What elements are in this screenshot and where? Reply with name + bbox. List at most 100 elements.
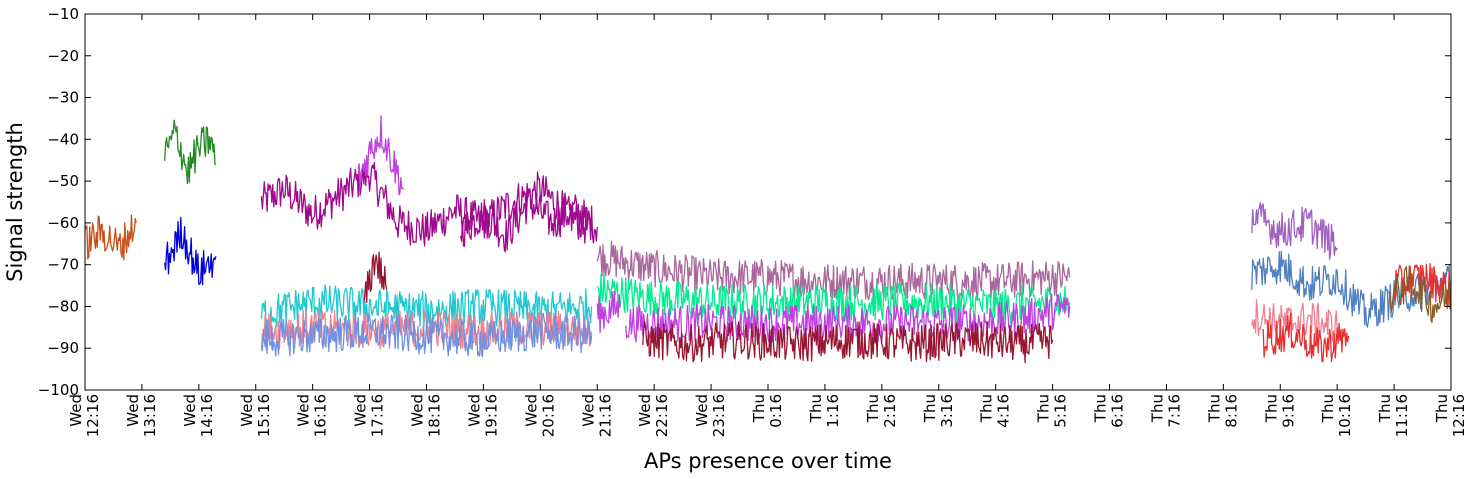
x-tick-time: 12:16: [84, 394, 102, 437]
series-line-12-0: [1251, 202, 1338, 260]
x-tick-time: 12:16: [1450, 394, 1468, 437]
x-tick-time: 8:16: [1222, 394, 1240, 428]
x-tick-day: Wed: [579, 394, 597, 427]
x-tick-label: Thu 2:16: [864, 394, 899, 428]
series-line-10-0: [85, 214, 137, 261]
x-tick-day: Thu: [1148, 394, 1166, 423]
series-line-6-1: [1251, 299, 1338, 345]
x-tick-day: Wed: [522, 394, 540, 427]
x-tick-time: 23:16: [710, 394, 728, 437]
y-tick-label: −80: [47, 297, 79, 315]
x-tick-label: Wed 16:16: [295, 394, 330, 437]
series-line-13-0: [1262, 312, 1350, 363]
x-tick-time: 5:16: [1052, 394, 1070, 428]
series-line-9-0: [164, 216, 217, 286]
x-tick-time: 20:16: [539, 394, 557, 437]
x-tick-day: Wed: [636, 394, 654, 427]
x-tick-label: Thu 9:16: [1262, 394, 1297, 428]
x-tick-day: Thu: [978, 394, 996, 423]
y-tick-label: −100: [38, 381, 79, 399]
series-line-8-0: [164, 119, 216, 185]
y-tick-label: −40: [47, 130, 79, 148]
x-tick-day: Wed: [181, 394, 199, 427]
x-tick-time: 9:16: [1279, 394, 1297, 428]
x-tick-time: 1:16: [824, 394, 842, 428]
x-tick-day: Thu: [1262, 394, 1280, 423]
x-tick-label: Wed 12:16: [67, 394, 102, 437]
series-line-7-0: [260, 312, 593, 358]
x-tick-label: Wed 22:16: [636, 394, 671, 437]
x-tick-day: Thu: [864, 394, 882, 423]
x-tick-label: Thu 6:16: [1092, 394, 1127, 428]
x-tick-label: Thu 5:16: [1035, 394, 1070, 428]
x-axis: Wed 12:16 Wed 13:16 Wed 14:16 Wed 15:16 Wed 16:16…: [67, 14, 1468, 437]
x-tick-label: Wed 13:16: [124, 394, 159, 437]
y-tick-label: −50: [47, 172, 79, 190]
x-tick-time: 10:16: [1336, 394, 1354, 437]
x-tick-label: Thu 12:16: [1433, 394, 1468, 437]
x-tick-time: 11:16: [1393, 394, 1411, 437]
x-tick-label: Thu 0:16: [750, 394, 785, 428]
series-line-0-0: [260, 161, 593, 247]
y-axis: −100 −90 −80 −70 −60 −50 −40 −30 −20 −10: [38, 5, 1451, 399]
y-tick-label: −70: [47, 256, 79, 274]
x-tick-label: Thu 8:16: [1205, 394, 1240, 428]
x-tick-time: 22:16: [653, 394, 671, 437]
x-tick-day: Thu: [1035, 394, 1053, 423]
x-tick-day: Wed: [238, 394, 256, 427]
x-tick-day: Wed: [124, 394, 142, 427]
x-tick-day: Thu: [1319, 394, 1337, 423]
x-tick-day: Wed: [67, 394, 85, 427]
x-tick-time: 15:16: [255, 394, 273, 437]
x-tick-label: Thu 4:16: [978, 394, 1013, 428]
x-tick-day: Wed: [465, 394, 483, 427]
x-tick-time: 0:16: [767, 394, 785, 428]
x-tick-time: 17:16: [369, 394, 387, 437]
series-line-13-1: [1393, 262, 1451, 307]
x-tick-day: Wed: [409, 394, 427, 427]
series-line-4-0: [642, 321, 1054, 364]
x-tick-time: 14:16: [198, 394, 216, 437]
series-line-11-0: [1251, 250, 1451, 328]
x-tick-day: Wed: [295, 394, 313, 427]
x-axis-label: APs presence over time: [644, 449, 892, 473]
x-tick-time: 13:16: [141, 394, 159, 437]
x-tick-day: Thu: [1376, 394, 1394, 423]
series-line-3-2: [357, 115, 405, 196]
x-tick-day: Thu: [921, 394, 939, 423]
x-tick-day: Thu: [750, 394, 768, 423]
x-tick-time: 2:16: [881, 394, 899, 428]
x-tick-label: Thu 11:16: [1376, 394, 1411, 437]
x-tick-label: Wed 20:16: [522, 394, 557, 437]
x-tick-time: 4:16: [995, 394, 1013, 428]
y-axis-label: Signal strength: [3, 122, 27, 282]
x-tick-label: Thu 10:16: [1319, 394, 1354, 437]
x-tick-label: Thu 1:16: [807, 394, 842, 428]
series-line-2-0: [596, 273, 1071, 325]
x-tick-label: Wed 21:16: [579, 394, 614, 437]
x-tick-time: 18:16: [426, 394, 444, 437]
x-tick-day: Wed: [352, 394, 370, 427]
x-tick-day: Thu: [1433, 394, 1451, 423]
x-tick-time: 16:16: [312, 394, 330, 437]
x-tick-label: Wed 18:16: [409, 394, 444, 437]
x-tick-day: Thu: [1205, 394, 1223, 423]
x-tick-time: 6:16: [1109, 394, 1127, 428]
x-tick-label: Wed 19:16: [465, 394, 500, 437]
y-tick-label: −30: [47, 89, 79, 107]
series-layer: [85, 115, 1451, 364]
y-tick-label: −10: [47, 5, 79, 23]
x-tick-day: Thu: [1092, 394, 1110, 423]
x-tick-time: 3:16: [938, 394, 956, 428]
series-line-14-0: [1388, 265, 1451, 324]
y-tick-label: −90: [47, 339, 79, 357]
x-tick-label: Wed 14:16: [181, 394, 216, 437]
x-tick-time: 21:16: [596, 394, 614, 437]
x-tick-label: Wed 15:16: [238, 394, 273, 437]
x-tick-label: Thu 7:16: [1148, 394, 1183, 428]
x-tick-time: 19:16: [482, 394, 500, 437]
x-tick-day: Wed: [693, 394, 711, 427]
y-tick-label: −60: [47, 214, 79, 232]
